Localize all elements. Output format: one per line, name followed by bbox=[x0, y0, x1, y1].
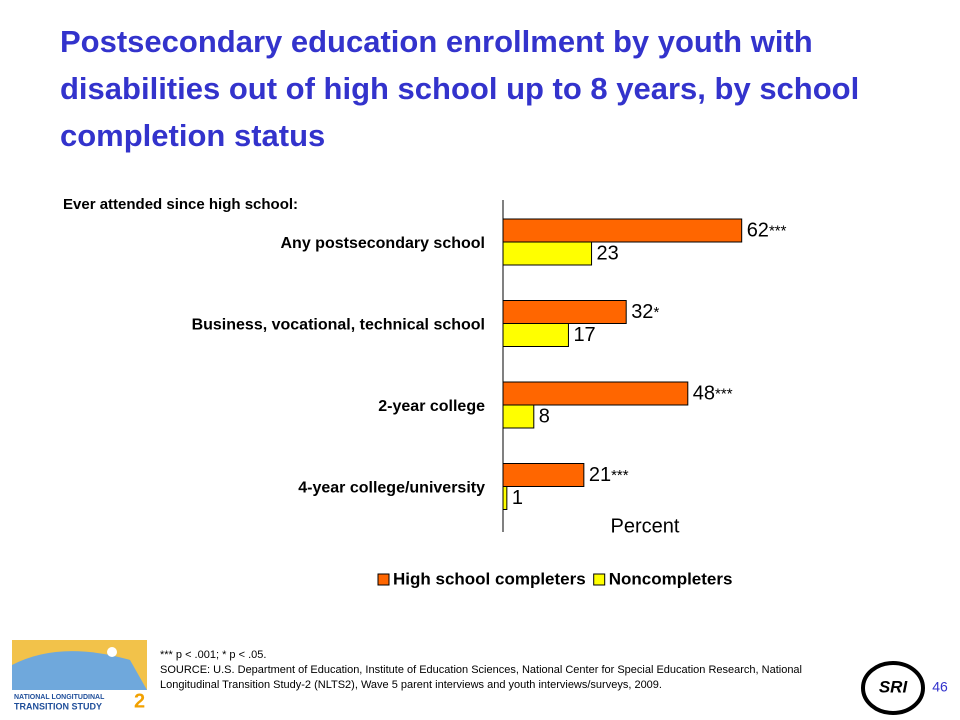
legend-label: High school completers bbox=[393, 569, 586, 588]
value-label: 48*** bbox=[693, 383, 733, 405]
legend-swatch bbox=[593, 573, 606, 586]
logo-text: SRI bbox=[879, 677, 909, 696]
value-number: 23 bbox=[597, 243, 619, 265]
slide-title: Postsecondary education enrollment by yo… bbox=[60, 24, 860, 153]
value-number: 21 bbox=[589, 464, 611, 486]
value-label: 32* bbox=[631, 301, 659, 323]
chart-subtitle: Ever attended since high school: bbox=[63, 196, 298, 213]
value-label: 8 bbox=[539, 406, 550, 428]
category-label: 4-year college/university bbox=[298, 480, 485, 497]
value-label: 62*** bbox=[747, 220, 787, 242]
x-axis-label: Percent bbox=[611, 515, 680, 537]
significance: * bbox=[653, 304, 659, 321]
bar bbox=[502, 241, 593, 266]
logo-figure bbox=[107, 647, 117, 657]
value-number: 48 bbox=[693, 383, 715, 405]
logo-text: TRANSITION STUDY bbox=[14, 701, 102, 711]
bar bbox=[502, 381, 689, 406]
value-number: 62 bbox=[747, 220, 769, 242]
value-label: 21*** bbox=[589, 464, 629, 486]
bar bbox=[502, 218, 743, 243]
value-number: 1 bbox=[512, 487, 523, 509]
category-label: Business, vocational, technical school bbox=[192, 317, 485, 334]
source: SOURCE: U.S. Department of Education, In… bbox=[160, 664, 802, 691]
value-label: 23 bbox=[597, 243, 619, 265]
value-label: 17 bbox=[573, 324, 595, 346]
bar bbox=[502, 486, 508, 510]
bar bbox=[502, 300, 627, 324]
bar bbox=[502, 404, 535, 429]
value-number: 8 bbox=[539, 406, 550, 428]
value-number: 32 bbox=[631, 301, 653, 323]
logo-ring bbox=[861, 661, 925, 715]
legend-swatch bbox=[377, 573, 390, 586]
logo-wave bbox=[12, 651, 147, 690]
value-number: 17 bbox=[573, 324, 595, 346]
logo-text: 2 bbox=[134, 690, 145, 712]
value-label: 1 bbox=[512, 487, 523, 509]
category-label: Any postsecondary school bbox=[281, 235, 486, 252]
significance: *** bbox=[769, 222, 787, 239]
nlts-logo: NATIONAL LONGITUDINAL TRANSITION STUDY 2 bbox=[12, 640, 147, 712]
page-number: 46 bbox=[932, 679, 948, 695]
footnote: *** p < .001; * p < .05. bbox=[160, 649, 267, 661]
sri-logo: SRI bbox=[861, 661, 925, 715]
logo-text: NATIONAL LONGITUDINAL bbox=[14, 694, 105, 701]
bar bbox=[502, 463, 585, 487]
significance: *** bbox=[611, 467, 629, 484]
significance: *** bbox=[715, 385, 733, 402]
notes: *** p < .001; * p < .05. SOURCE: U.S. De… bbox=[160, 648, 860, 693]
bar bbox=[502, 323, 569, 347]
legend-label: Noncompleters bbox=[609, 569, 733, 588]
category-label: 2-year college bbox=[378, 398, 485, 415]
